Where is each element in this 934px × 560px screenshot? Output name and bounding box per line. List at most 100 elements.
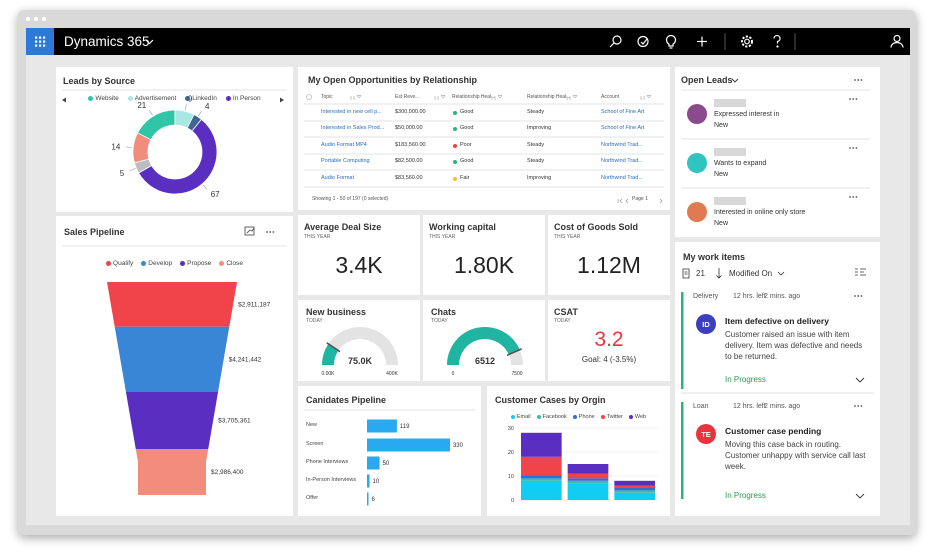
more-dot xyxy=(857,405,860,407)
app-launcher[interactable] xyxy=(26,28,54,55)
legend-swatch xyxy=(225,96,231,101)
table-cell[interactable]: Northwind Trad... xyxy=(601,158,643,164)
more-dot xyxy=(854,405,856,407)
more-dot xyxy=(852,98,855,100)
gauge-title: Chats xyxy=(431,307,457,317)
data-label: $2,911,187 xyxy=(238,301,270,308)
lead-avatar xyxy=(687,153,707,173)
y-tick-label: 30 xyxy=(508,426,514,432)
table-cell: Good xyxy=(460,109,474,115)
sort-field[interactable]: Modified On xyxy=(729,269,773,278)
bar xyxy=(367,438,450,452)
sort-chevron xyxy=(777,271,785,276)
legend-label: Propose xyxy=(187,260,212,267)
leads-by-source-panel: 21 9 4 67 5 14 Leads by Source Website Advertise… xyxy=(56,67,293,212)
sort-icon xyxy=(350,95,362,100)
legend-item: Develop xyxy=(141,260,172,267)
kpi-title: Average Deal Size xyxy=(304,222,382,232)
table-cell: $83,560.00 xyxy=(395,175,423,181)
kpi-value: 1.12M xyxy=(577,252,641,278)
health-dot xyxy=(453,177,457,181)
stacked-bar-segment xyxy=(567,483,609,500)
column-header[interactable]: Relationship Heal... xyxy=(452,94,496,100)
stacked-bar-segment xyxy=(614,492,655,500)
item-description: Customer raised an issue with item deliv… xyxy=(725,330,863,361)
table-cell: Fair xyxy=(460,175,470,181)
gauge-max: 400K xyxy=(386,371,398,377)
sort-icon xyxy=(434,95,446,100)
item-accent xyxy=(681,292,684,389)
stacked-bar-segment xyxy=(614,485,655,488)
gauge-value: 75.0K xyxy=(348,356,373,366)
csat-card: CSAT TODAY 3.2 Goal: 4 (-3.5%) xyxy=(548,300,670,381)
lead-status: New xyxy=(714,171,729,178)
category-label: Offer xyxy=(306,495,319,501)
funnel-segment xyxy=(107,282,237,327)
legend-swatch xyxy=(106,261,112,266)
legend-item: Email xyxy=(510,414,531,420)
data-label: 6 xyxy=(372,497,376,503)
table-cell[interactable]: Portable Computing xyxy=(321,158,370,164)
column-header[interactable]: Relationship Heal... xyxy=(527,94,571,100)
table-cell[interactable]: Interested in Sales Prod... xyxy=(321,125,385,131)
donut-segment xyxy=(137,109,176,141)
table-cell[interactable]: School of Fine Art xyxy=(601,125,645,131)
legend-swatch xyxy=(185,96,191,101)
gauge-min: 0.00K xyxy=(321,371,335,377)
expand-chevron xyxy=(855,377,865,383)
lead-name-redacted xyxy=(714,99,746,107)
item-avatar xyxy=(696,424,716,444)
open-leads-panel: Open Leads Expressed interest in New Wants … xyxy=(675,67,880,237)
health-dot xyxy=(453,144,457,148)
panel-title: My Open Opportunities by Relationship xyxy=(308,75,478,85)
table-cell[interactable]: Northwind Trad... xyxy=(601,175,643,181)
table-cell: Steady xyxy=(527,158,545,164)
data-label: 5 xyxy=(120,169,125,178)
more-dot xyxy=(854,295,856,297)
panel-title[interactable]: Open Leads xyxy=(681,75,733,85)
legend-label: Web xyxy=(634,414,647,420)
top-bar-icons xyxy=(145,33,904,50)
item-avatar xyxy=(696,314,716,334)
column-header[interactable]: Account xyxy=(601,94,620,100)
expand-chevron xyxy=(855,493,865,499)
category-label: Phone Interviews xyxy=(306,459,349,465)
gauge-needle xyxy=(326,342,341,353)
item-title[interactable]: Customer case pending xyxy=(725,426,822,436)
stacked-bar-segment xyxy=(567,473,609,479)
legend-swatch xyxy=(536,415,541,419)
y-tick-label: 0 xyxy=(511,498,514,504)
chart xyxy=(681,78,870,222)
app-title[interactable]: Dynamics 365 xyxy=(64,34,150,49)
leader-line xyxy=(129,168,136,172)
legend-label: In Person xyxy=(232,95,261,102)
health-dot xyxy=(453,127,457,131)
stacked-bar-segment xyxy=(614,480,655,486)
leader-line xyxy=(198,110,202,117)
chart: ID TE xyxy=(681,268,874,499)
data-label: $4,241,442 xyxy=(229,356,262,363)
table-cell[interactable]: Audio Format xyxy=(321,175,355,181)
gauge-track xyxy=(322,327,398,365)
table-cell[interactable]: Interested in new cell p... xyxy=(321,109,382,115)
item-count: 21 xyxy=(696,269,705,278)
table-cell[interactable]: School of Fine Art xyxy=(601,109,645,115)
item-status: In Progress xyxy=(725,375,766,384)
stacked-bar-segment xyxy=(614,490,655,493)
funnel-segment xyxy=(135,449,209,495)
table-cell: Good xyxy=(460,158,474,164)
more-dot xyxy=(857,79,860,81)
kpi-value: 1.80K xyxy=(453,252,515,278)
legend-label: Phone xyxy=(578,414,595,420)
bar xyxy=(367,419,397,433)
table-cell[interactable]: Northwind Trad... xyxy=(601,142,643,148)
table-cell[interactable]: Audio Format MP4 xyxy=(321,142,367,148)
leader-line xyxy=(202,184,208,190)
legend-item: Website xyxy=(88,95,119,102)
column-header[interactable]: Est Reve... xyxy=(395,94,420,100)
legend-item: Close xyxy=(219,260,243,267)
item-title[interactable]: Item defective on delivery xyxy=(725,316,829,326)
gauge-fill xyxy=(322,343,339,365)
leader-line xyxy=(126,146,133,148)
column-header[interactable]: Topic xyxy=(321,94,333,100)
